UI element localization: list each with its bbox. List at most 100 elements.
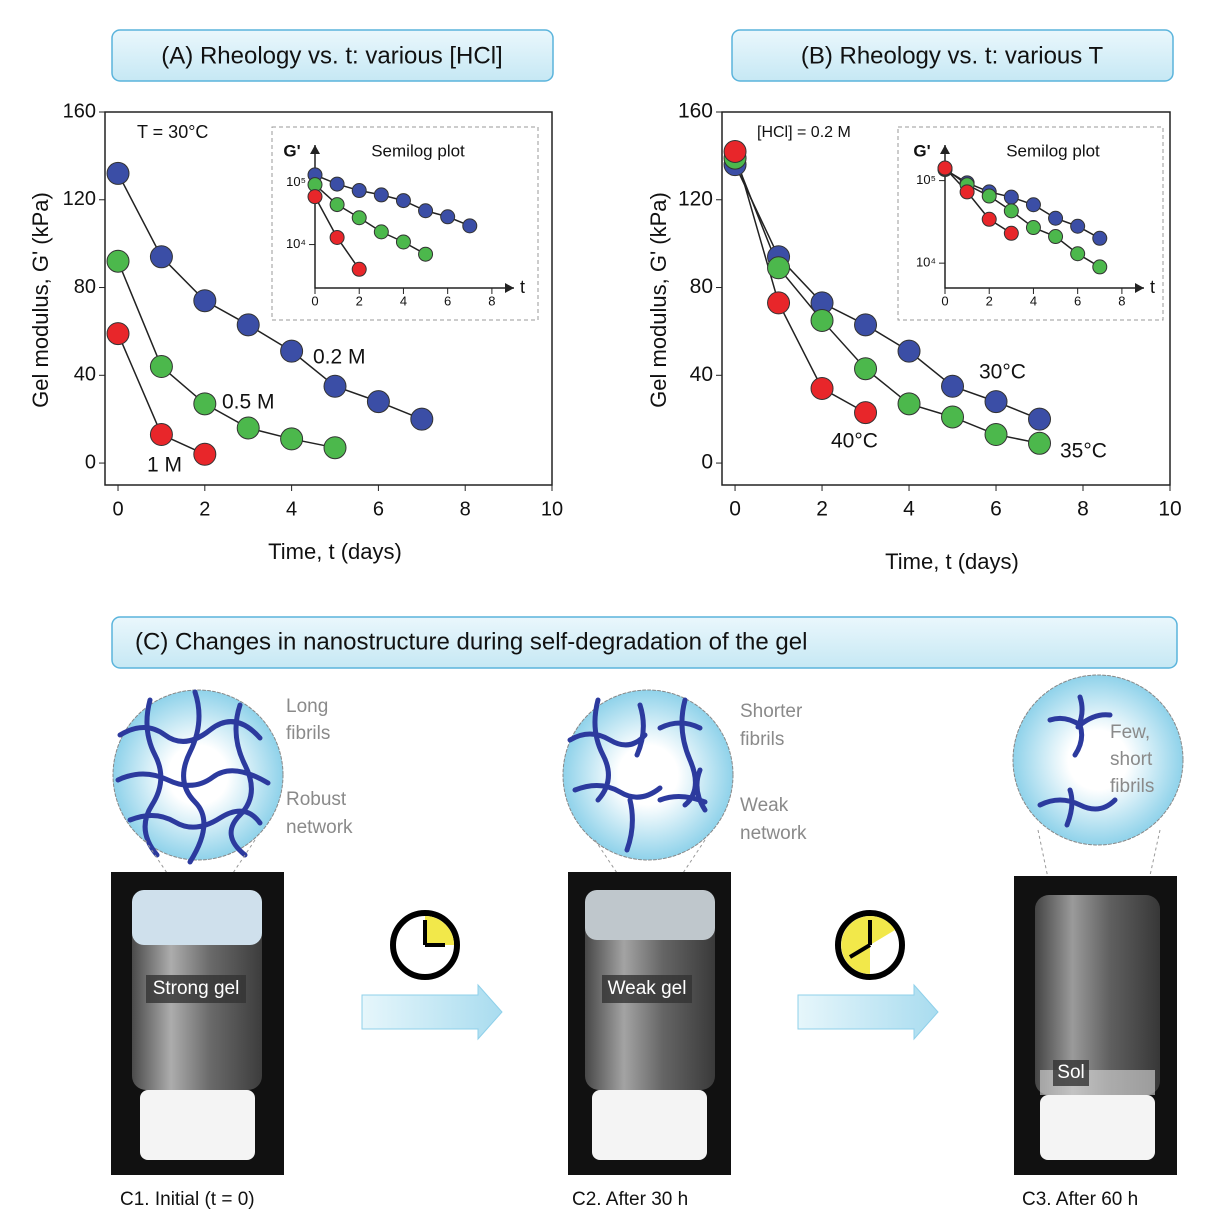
x-axis-label: Time, t (days) — [885, 549, 1019, 574]
x-tick-label: 4 — [903, 498, 915, 521]
y-axis-label: G' — [283, 141, 300, 160]
vial-label: Strong gel — [153, 978, 240, 999]
note: Shorter — [740, 701, 803, 722]
inset-box — [897, 126, 1164, 321]
series-label: 40°C — [831, 430, 878, 453]
series-label: 0.5 M — [222, 391, 275, 414]
x-tick-label: 8 — [1118, 293, 1125, 308]
note: Few, — [1110, 722, 1150, 743]
y-axis-label: Gel modulus, G' (kPa) — [646, 192, 671, 408]
data-point — [280, 339, 304, 363]
data-point — [723, 139, 747, 163]
data-point — [106, 322, 130, 346]
x-tick-label: 6 — [1074, 293, 1081, 308]
data-point — [1003, 225, 1019, 241]
data-point — [351, 183, 367, 199]
x-tick-label: 8 — [460, 498, 471, 520]
data-point — [323, 374, 347, 398]
x-tick-label: 4 — [400, 293, 407, 308]
x-tick-label: 8 — [488, 293, 495, 308]
data-point — [1048, 229, 1064, 245]
panel-banner — [111, 616, 1178, 669]
label-bg — [146, 975, 246, 1003]
x-tick-label: 4 — [1030, 293, 1037, 308]
data-point — [329, 197, 345, 213]
y-tick-label: 120 — [678, 187, 713, 210]
plot-frame — [104, 111, 553, 486]
vial-photo — [111, 872, 1177, 1175]
data-point — [1070, 218, 1086, 234]
data-point — [280, 427, 304, 451]
data-point — [1003, 189, 1019, 205]
x-tick-label: 2 — [199, 498, 210, 520]
data-point — [329, 176, 345, 192]
data-point — [1025, 220, 1041, 236]
data-point — [307, 189, 323, 205]
y-tick-label: 80 — [74, 276, 96, 298]
data-point — [149, 245, 173, 269]
series-line — [117, 173, 423, 420]
data-point — [854, 313, 878, 337]
data-point — [767, 291, 791, 315]
vial-label: Weak gel — [608, 978, 687, 999]
data-point — [1092, 259, 1108, 275]
data-point — [1025, 197, 1041, 213]
data-point — [440, 209, 456, 225]
data-point — [149, 355, 173, 379]
x-tick-label: 10 — [541, 498, 563, 520]
panel-title: (A) Rheology vs. t: various [HCl] — [161, 42, 502, 69]
y-tick-label: 0 — [85, 451, 96, 473]
axis — [944, 145, 1144, 289]
x-tick-label: 6 — [373, 498, 384, 520]
y-tick-label: 10⁴ — [286, 236, 306, 251]
caption: C1. Initial (t = 0) — [120, 1189, 255, 1210]
x-tick-label: 8 — [1077, 498, 1089, 521]
data-point — [395, 234, 411, 250]
x-axis-label: t — [520, 277, 525, 297]
axis-arrow — [940, 145, 1144, 293]
y-tick-label: 10⁵ — [286, 174, 306, 189]
inset-title: Semilog plot — [371, 141, 465, 160]
data-point — [1092, 230, 1108, 246]
data-point — [854, 401, 878, 425]
y-axis-label: Gel modulus, G' (kPa) — [28, 192, 53, 408]
data-point — [351, 261, 367, 277]
x-tick-label: 0 — [112, 498, 123, 520]
x-tick-label: 0 — [941, 293, 948, 308]
y-axis-label: G' — [913, 141, 930, 160]
x-tick-label: 0 — [729, 498, 741, 521]
note: Long — [286, 696, 328, 717]
arrow — [361, 983, 503, 1041]
data-point — [193, 442, 217, 466]
axis — [314, 145, 514, 289]
nanostructure — [112, 674, 1184, 865]
y-tick-label: 10⁴ — [916, 255, 936, 270]
y-tick-label: 10⁵ — [916, 172, 936, 187]
series-label: 0.2 M — [313, 346, 366, 369]
data-point — [1003, 203, 1019, 219]
data-point — [366, 390, 390, 414]
data-point — [193, 392, 217, 416]
series-line — [944, 167, 1012, 234]
data-point — [897, 339, 921, 363]
data-point — [395, 193, 411, 209]
y-tick-label: 160 — [678, 100, 713, 123]
note: network — [286, 817, 353, 838]
x-axis-label: t — [1150, 277, 1155, 297]
x-tick-label: 0 — [311, 293, 318, 308]
data-point — [373, 187, 389, 203]
note: network — [740, 823, 807, 844]
data-point — [1070, 246, 1086, 262]
x-tick-label: 2 — [356, 293, 363, 308]
data-point — [981, 211, 997, 227]
data-point — [981, 188, 997, 204]
data-point — [410, 407, 434, 431]
arrow — [797, 983, 939, 1041]
inset-title: Semilog plot — [1006, 141, 1100, 160]
data-point — [149, 423, 173, 447]
data-point — [941, 374, 965, 398]
data-point — [462, 218, 478, 234]
data-point — [106, 161, 130, 185]
data-point — [193, 289, 217, 313]
